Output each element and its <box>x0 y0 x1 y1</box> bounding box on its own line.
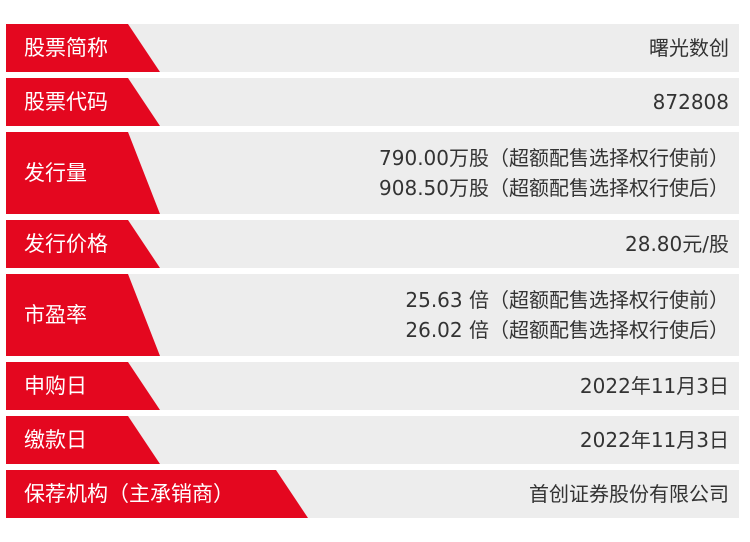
row-value: 首创证券股份有限公司 <box>529 470 729 518</box>
value-line: 26.02 倍（超额配售选择权行使后） <box>405 318 729 342</box>
label-badge: 市盈率 <box>6 274 160 356</box>
row-value: 2022年11月3日 <box>580 416 729 464</box>
row-subscription-date: 申购日 2022年11月3日 <box>6 362 739 410</box>
row-stock-code: 股票代码 872808 <box>6 78 739 126</box>
value-line: 25.63 倍（超额配售选择权行使前） <box>405 288 729 312</box>
value-line: 曙光数创 <box>649 36 729 60</box>
row-label: 股票代码 <box>24 89 108 114</box>
row-label: 发行价格 <box>24 231 108 256</box>
row-value: 2022年11月3日 <box>580 362 729 410</box>
row-issue-price: 发行价格 28.80元/股 <box>6 220 739 268</box>
label-badge: 发行量 <box>6 132 160 214</box>
label-badge: 股票代码 <box>6 78 160 126</box>
row-label: 申购日 <box>24 373 87 398</box>
row-payment-date: 缴款日 2022年11月3日 <box>6 416 739 464</box>
row-pe-ratio: 市盈率 25.63 倍（超额配售选择权行使前） 26.02 倍（超额配售选择权行… <box>6 274 739 356</box>
row-value: 872808 <box>653 78 729 126</box>
label-badge: 保荐机构（主承销商） <box>6 470 308 518</box>
value-line: 首创证券股份有限公司 <box>529 482 729 506</box>
value-line: 908.50万股（超额配售选择权行使后） <box>379 176 729 200</box>
label-badge: 缴款日 <box>6 416 160 464</box>
row-sponsor: 保荐机构（主承销商） 首创证券股份有限公司 <box>6 470 739 518</box>
value-line: 2022年11月3日 <box>579 428 729 452</box>
row-label: 保荐机构（主承销商） <box>24 481 234 506</box>
row-value: 28.80元/股 <box>625 220 729 268</box>
row-label: 股票简称 <box>24 35 108 60</box>
row-value: 790.00万股（超额配售选择权行使前） 908.50万股（超额配售选择权行使后… <box>379 132 729 214</box>
label-badge: 股票简称 <box>6 24 160 72</box>
value-line: 790.00万股（超额配售选择权行使前） <box>379 146 729 170</box>
value-line: 2022年11月3日 <box>579 374 729 398</box>
row-value: 25.63 倍（超额配售选择权行使前） 26.02 倍（超额配售选择权行使后） <box>405 274 729 356</box>
row-label: 发行量 <box>24 160 87 185</box>
label-badge: 申购日 <box>6 362 160 410</box>
label-badge: 发行价格 <box>6 220 160 268</box>
row-value: 曙光数创 <box>649 24 729 72</box>
row-label: 市盈率 <box>24 302 87 327</box>
value-line: 28.80元/股 <box>625 232 729 256</box>
row-issue-volume: 发行量 790.00万股（超额配售选择权行使前） 908.50万股（超额配售选择… <box>6 132 739 214</box>
row-stock-name: 股票简称 曙光数创 <box>6 24 739 72</box>
value-line: 872808 <box>652 90 729 114</box>
row-label: 缴款日 <box>24 427 87 452</box>
